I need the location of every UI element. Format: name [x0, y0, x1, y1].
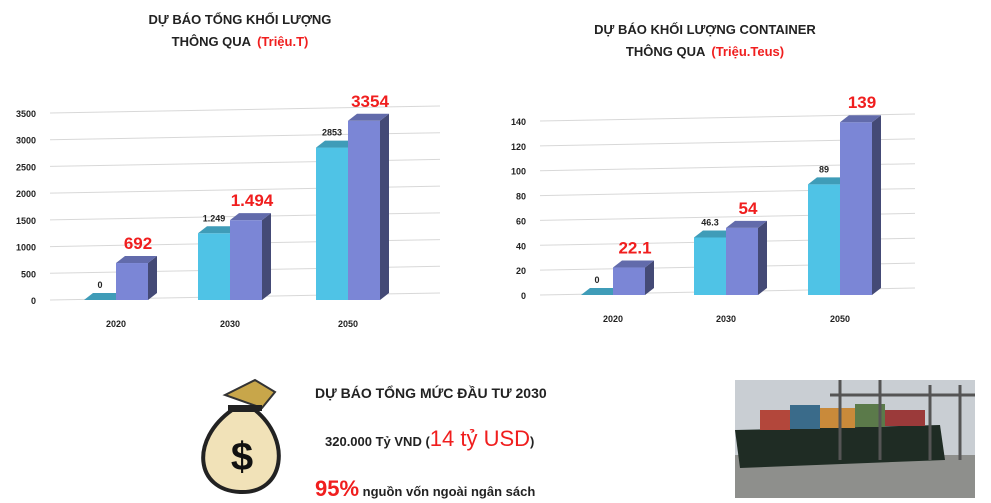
value-label: 139	[848, 93, 876, 112]
x-tick-label: 2020	[106, 319, 126, 329]
bar	[613, 268, 645, 295]
port-photo	[735, 380, 975, 498]
amount-close: )	[530, 434, 534, 449]
investment-heading: DỰ BÁO TỔNG MỨC ĐẦU TƯ 2030	[315, 384, 547, 401]
share-text: nguồn vốn ngoài ngân sách	[359, 484, 535, 499]
investment-share: 95% nguồn vốn ngoài ngân sách	[315, 476, 535, 501]
chart-title-line: THÔNG QUA	[172, 34, 252, 49]
y-tick-label: 120	[511, 142, 526, 152]
bar-side	[380, 114, 389, 300]
x-tick-label: 2030	[220, 319, 240, 329]
value-label: 0	[97, 280, 102, 290]
bar-side	[758, 221, 767, 295]
bar	[348, 121, 380, 300]
y-tick-label: 2000	[16, 189, 36, 199]
x-tick-label: 2050	[338, 319, 358, 329]
y-tick-label: 3500	[16, 109, 36, 119]
value-label: 3354	[351, 92, 389, 111]
y-tick-label: 20	[516, 266, 526, 276]
bar	[726, 228, 758, 295]
bar-side	[262, 213, 271, 300]
value-label: 1.494	[231, 191, 274, 210]
bar-side	[872, 115, 881, 295]
money-symbol: $	[231, 435, 253, 479]
y-tick-label: 40	[516, 241, 526, 251]
y-tick-label: 0	[31, 296, 36, 306]
bar	[694, 237, 726, 295]
value-label: 89	[819, 164, 829, 174]
value-label: 22.1	[618, 239, 651, 258]
bar	[840, 122, 872, 295]
y-tick-label: 2500	[16, 162, 36, 172]
chart-title: THÔNG QUA (Triệu.T)	[172, 34, 309, 49]
bar	[808, 184, 840, 295]
bar	[230, 220, 262, 300]
y-tick-label: 500	[21, 269, 36, 279]
y-tick-label: 80	[516, 192, 526, 202]
amount-vnd: 320.000 Tỷ VND (	[325, 434, 430, 449]
bar	[316, 148, 348, 300]
chart-unit: (Triệu.T)	[257, 34, 308, 49]
y-tick-label: 100	[511, 167, 526, 177]
value-label: 1.249	[203, 213, 226, 223]
x-tick-label: 2050	[830, 314, 850, 324]
chart-title: DỰ BÁO TỔNG KHỐI LƯỢNG	[149, 12, 332, 27]
chart-unit: (Triệu.Teus)	[711, 44, 784, 59]
chart-title-line: THÔNG QUA	[626, 44, 706, 59]
y-tick-label: 60	[516, 216, 526, 226]
y-tick-label: 0	[521, 291, 526, 301]
infographic: $ DỰ BÁO TỔNG MỨC ĐẦU TƯ 2030 320.000 Tỷ…	[0, 0, 991, 503]
bar-side	[148, 256, 157, 300]
value-label: 46.3	[701, 217, 719, 227]
value-label: 2853	[322, 128, 342, 138]
bar	[198, 233, 230, 300]
share-percent: 95%	[315, 476, 359, 501]
x-tick-label: 2020	[603, 314, 623, 324]
value-label: 54	[739, 199, 758, 218]
bar	[116, 263, 148, 300]
x-tick-label: 2030	[716, 314, 736, 324]
y-tick-label: 1000	[16, 243, 36, 253]
value-label: 0	[594, 275, 599, 285]
y-tick-label: 3000	[16, 136, 36, 146]
investment-amount: 320.000 Tỷ VND (14 tỷ USD)	[325, 426, 534, 451]
chart-title: DỰ BÁO KHỐI LƯỢNG CONTAINER	[594, 22, 816, 37]
value-label: 692	[124, 234, 152, 253]
y-tick-label: 140	[511, 117, 526, 127]
chart-title: THÔNG QUA (Triệu.Teus)	[626, 44, 784, 59]
amount-usd: 14 tỷ USD	[430, 426, 530, 451]
y-tick-label: 1500	[16, 216, 36, 226]
